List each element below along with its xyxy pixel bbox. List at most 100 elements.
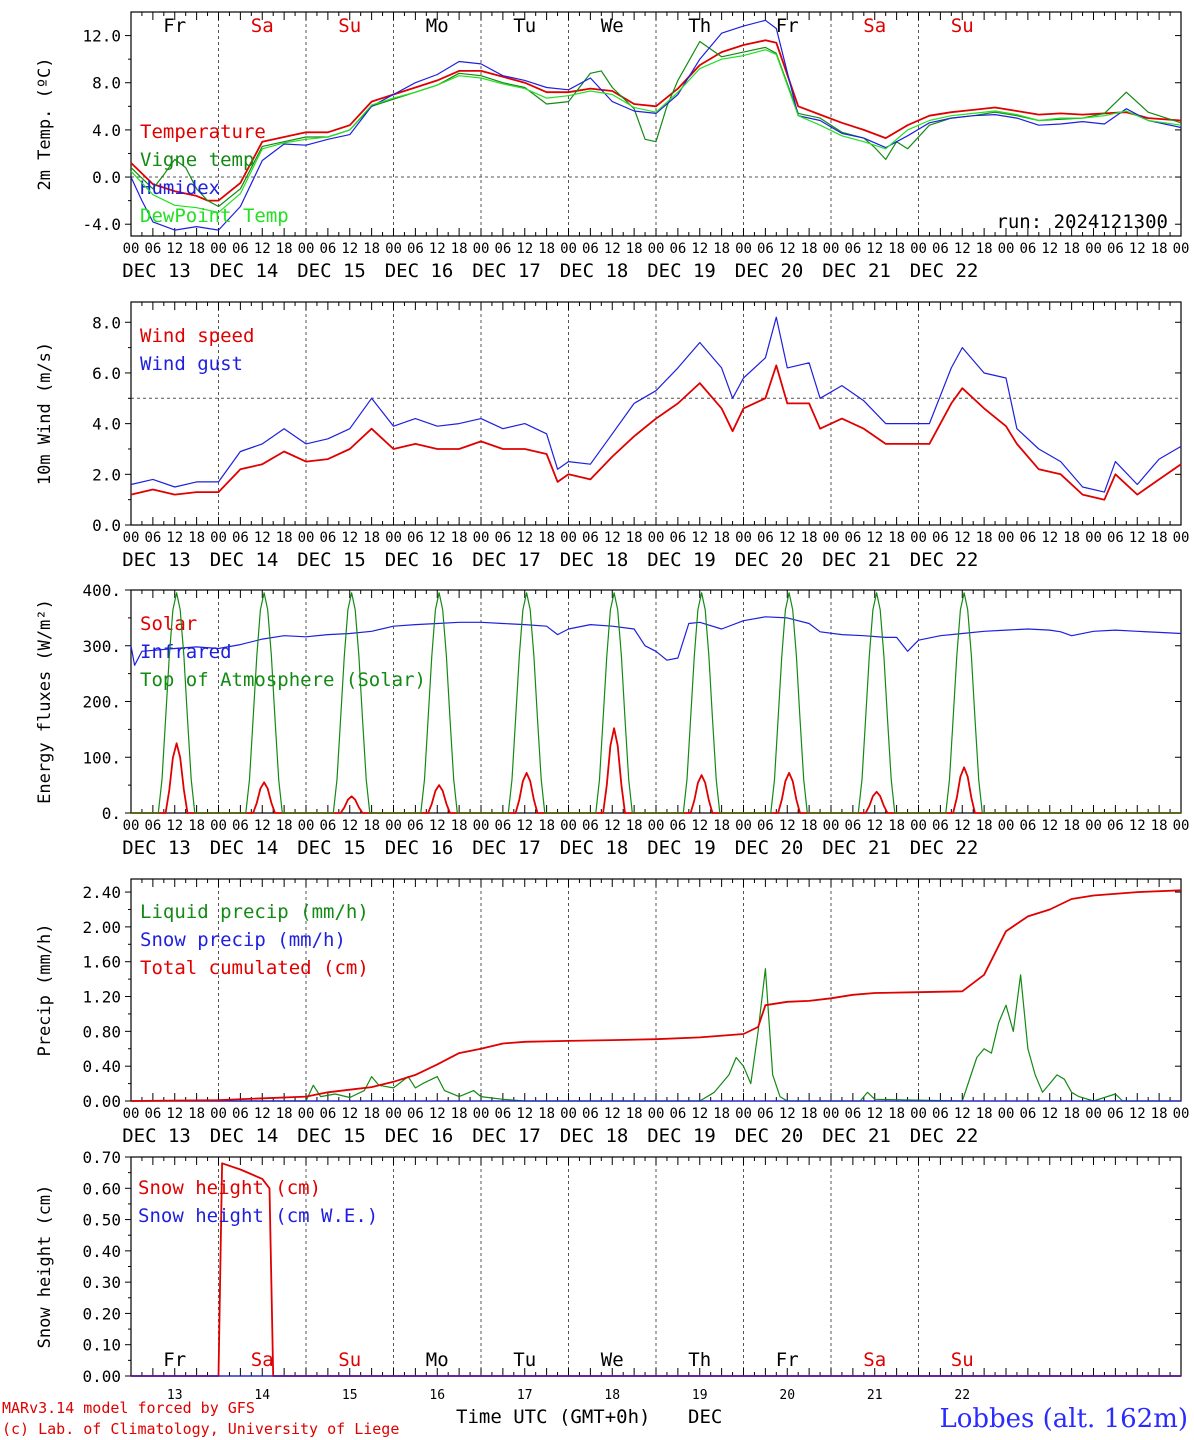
date-label: DEC 14	[210, 1125, 279, 1147]
day-number: 19	[692, 1388, 708, 1403]
y-tick-label: 0.30	[82, 1273, 121, 1292]
date-label: DEC 21	[822, 1125, 891, 1147]
y-tick-label: 100.	[82, 748, 121, 767]
legend-entry: Humidex	[140, 177, 220, 199]
hour-label: 18	[451, 530, 468, 546]
date-label: DEC 13	[122, 837, 191, 859]
hour-label: 00	[735, 1106, 752, 1122]
day-number: 14	[254, 1388, 270, 1403]
hour-label: 12	[779, 530, 796, 546]
hour-label: 00	[910, 530, 927, 546]
plot-frame	[130, 301, 1182, 526]
hour-label: 12	[866, 1106, 883, 1122]
date-label: DEC 20	[735, 837, 804, 859]
hour-label: 12	[254, 241, 271, 257]
hour-label: 18	[626, 530, 643, 546]
hour-label: 00	[1085, 1106, 1102, 1122]
hour-label: 12	[779, 818, 796, 834]
hour-label: 06	[494, 530, 511, 546]
panel-4: 0.00 0.40 0.80 1.20 1.60 2.00 2.40 Precip (mm/h…	[35, 878, 1189, 1147]
hour-label: 00	[823, 1106, 840, 1122]
hour-label: 06	[757, 818, 774, 834]
hour-label: 12	[604, 530, 621, 546]
hour-label: 00	[998, 241, 1015, 257]
weekday-label: Th	[688, 15, 711, 37]
hour-label: 18	[276, 818, 293, 834]
hour-label: 06	[1019, 1106, 1036, 1122]
hour-label: 00	[1085, 818, 1102, 834]
hour-label: 00	[910, 818, 927, 834]
date-label: DEC 16	[385, 549, 454, 571]
hour-label: 12	[1041, 1106, 1058, 1122]
y-tick-label: 12.0	[82, 27, 121, 46]
y-tick-label: 2.40	[82, 883, 121, 902]
y-axis-label: 10m Wind (m/s)	[35, 342, 55, 485]
y-tick-label: 8.0	[92, 313, 121, 332]
weekday-label: Tu	[513, 15, 536, 37]
hour-label: 18	[363, 530, 380, 546]
lab-credit: (c) Lab. of Climatology, University of L…	[2, 1420, 399, 1438]
hour-label: 12	[954, 241, 971, 257]
hour-label: 00	[210, 1106, 227, 1122]
hour-label: 12	[516, 530, 533, 546]
series-line-2	[130, 316, 1182, 493]
date-label: DEC 17	[472, 549, 541, 571]
hour-label: 06	[407, 1106, 424, 1122]
legend-entry: Solar	[140, 613, 197, 635]
hour-label: 06	[932, 1106, 949, 1122]
hour-label: 18	[363, 818, 380, 834]
y-axis-label: Snow height (cm)	[35, 1185, 55, 1349]
hour-label: 06	[407, 241, 424, 257]
x-axis-month: DEC	[688, 1406, 722, 1428]
hour-label: 00	[385, 530, 402, 546]
hour-label: 06	[319, 818, 336, 834]
hour-label: 06	[669, 1106, 686, 1122]
date-label: DEC 16	[385, 260, 454, 282]
hour-label: 18	[538, 1106, 555, 1122]
hour-label: 00	[473, 241, 490, 257]
hour-label: 12	[954, 1106, 971, 1122]
hour-label: 12	[166, 818, 183, 834]
weekday-label: Tu	[513, 1349, 536, 1371]
hour-label: 12	[604, 1106, 621, 1122]
hour-label: 00	[648, 818, 665, 834]
hour-label: 00	[823, 241, 840, 257]
hour-label: 12	[604, 818, 621, 834]
y-axis-label: Energy fluxes (W/m²)	[35, 599, 55, 804]
weekday-label: Su	[951, 1349, 974, 1371]
weekday-label: Su	[338, 15, 361, 37]
hour-label: 00	[998, 530, 1015, 546]
date-label: DEC 19	[647, 1125, 716, 1147]
weekday-label: We	[601, 1349, 624, 1371]
hour-label: 00	[1085, 530, 1102, 546]
hour-label: 18	[363, 241, 380, 257]
weekday-label: Fr	[776, 1349, 799, 1371]
hour-label: 18	[976, 241, 993, 257]
hour-label: 00	[298, 241, 315, 257]
model-credit: MARv3.14 model forced by GFS	[2, 1399, 255, 1417]
hour-label: 12	[429, 241, 446, 257]
legend-entry: Total cumulated (cm)	[140, 957, 369, 979]
weekday-label: Su	[951, 15, 974, 37]
hour-label: 00	[210, 530, 227, 546]
hour-label: 12	[166, 530, 183, 546]
hour-label: 18	[626, 818, 643, 834]
day-number: 16	[429, 1388, 445, 1403]
hour-label: 00	[735, 530, 752, 546]
hour-label: 06	[757, 1106, 774, 1122]
legend-entry: Snow height (cm)	[138, 1177, 321, 1199]
series-line-3	[131, 592, 1181, 814]
date-label: DEC 16	[385, 837, 454, 859]
hour-label: 06	[319, 530, 336, 546]
hour-label: 06	[144, 818, 161, 834]
weekday-label: Th	[688, 1349, 711, 1371]
hour-label: 18	[1151, 818, 1168, 834]
hour-label: 06	[932, 241, 949, 257]
hour-label: 12	[779, 1106, 796, 1122]
hour-label: 00	[473, 530, 490, 546]
hour-label: 12	[691, 530, 708, 546]
y-tick-label: 0.60	[82, 1179, 121, 1198]
hour-label: 06	[494, 1106, 511, 1122]
hour-label: 06	[319, 241, 336, 257]
